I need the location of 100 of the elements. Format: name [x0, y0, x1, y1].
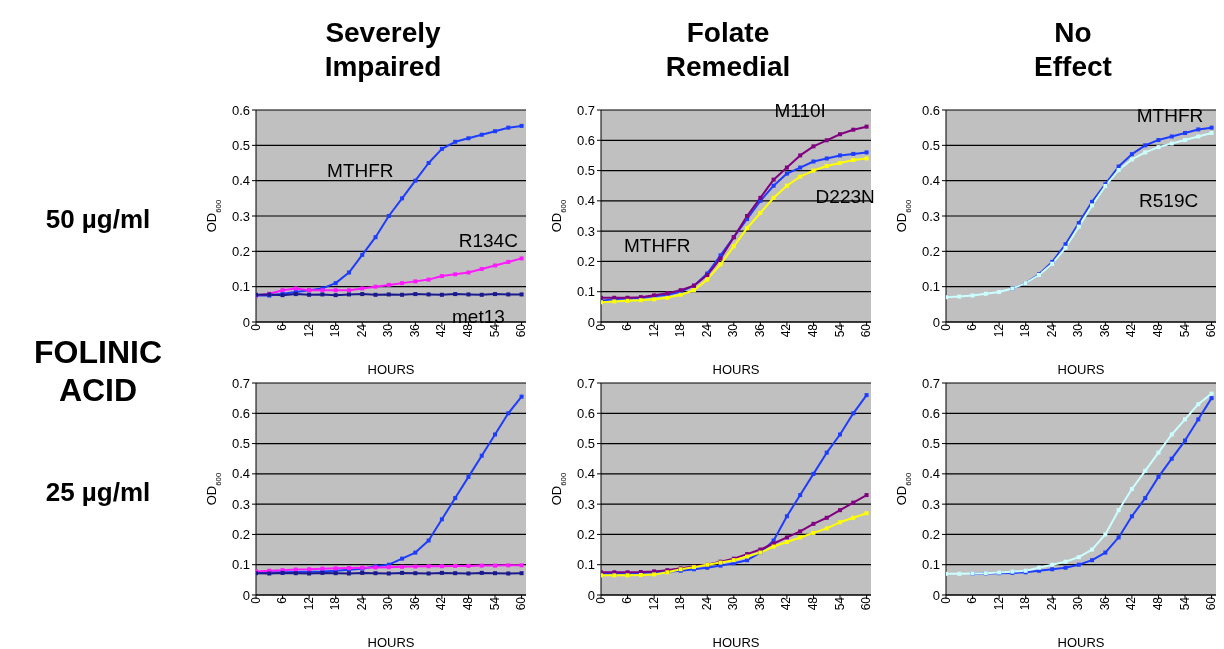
- x-tick-label: 12: [301, 596, 316, 611]
- x-tick-label: 48: [460, 323, 475, 338]
- x-tick-label: 36: [752, 596, 767, 611]
- x-tick-label: 54: [1177, 323, 1192, 338]
- x-tick-label: 24: [699, 323, 714, 338]
- x-tick-label: 36: [752, 323, 767, 338]
- x-tick-label: 54: [832, 323, 847, 338]
- x-tick-label: 42: [434, 596, 449, 611]
- y-tick-label: 0.7: [576, 375, 595, 391]
- y-tick-label: 0.1: [921, 279, 940, 295]
- x-axis-title: HOURS: [712, 635, 760, 649]
- x-tick-label: 30: [726, 596, 741, 611]
- x-tick-label: 60: [1204, 596, 1219, 611]
- y-tick-label: 0.1: [231, 557, 250, 573]
- y-tick-label: 0.7: [921, 375, 940, 391]
- x-tick-label: 42: [779, 596, 794, 611]
- series-label: R134C: [458, 229, 518, 251]
- series-label: MTHFR: [623, 235, 691, 257]
- y-tick-label: 0.3: [576, 223, 595, 239]
- x-tick-label: 6: [965, 596, 980, 604]
- y-tick-label: 0.4: [576, 193, 595, 209]
- x-tick-label: 18: [328, 323, 343, 338]
- x-tick-label: 48: [1150, 323, 1165, 338]
- text: FOLINIC ACID: [33, 333, 163, 409]
- x-tick-label: 42: [1124, 596, 1139, 611]
- y-tick-label: 0.2: [231, 527, 250, 543]
- x-tick-label: 42: [434, 323, 449, 338]
- x-tick-label: 36: [407, 323, 422, 338]
- x-tick-label: 12: [646, 596, 661, 611]
- x-tick-label: 48: [805, 323, 820, 338]
- y-tick-label: 0.5: [231, 436, 250, 452]
- y-tick-label: 0.4: [576, 466, 595, 482]
- y-tick-label: 0.6: [231, 102, 250, 118]
- x-tick-label: 36: [1097, 596, 1112, 611]
- x-tick-label: 12: [646, 323, 661, 338]
- x-tick-label: 42: [779, 323, 794, 338]
- x-tick-label: 30: [381, 323, 396, 338]
- text: 50 µg/ml: [44, 203, 152, 236]
- x-axis-title: HOURS: [1057, 635, 1105, 649]
- x-axis-title: HOURS: [367, 635, 415, 649]
- y-tick-label: 0.5: [576, 436, 595, 452]
- x-tick-label: 48: [1150, 596, 1165, 611]
- y-tick-label: 0.3: [231, 208, 250, 224]
- y-tick-label: 0.6: [576, 405, 595, 421]
- text: 25 µg/ml: [44, 476, 152, 509]
- y-tick-label: 0.5: [576, 163, 595, 179]
- x-tick-label: 6: [620, 596, 635, 604]
- y-tick-label: 0.3: [921, 208, 940, 224]
- x-tick-label: 18: [673, 323, 688, 338]
- x-tick-label: 30: [1071, 596, 1086, 611]
- x-axis-title: HOURS: [1057, 362, 1105, 377]
- series-label: R519C: [1139, 189, 1199, 211]
- x-tick-label: 36: [1097, 323, 1112, 338]
- x-tick-label: 54: [487, 323, 502, 338]
- y-tick-label: 0.1: [921, 557, 940, 573]
- x-tick-label: 24: [1044, 596, 1059, 611]
- y-tick-label: 0.1: [576, 284, 595, 300]
- x-tick-label: 24: [1044, 323, 1059, 338]
- x-tick-label: 48: [460, 596, 475, 611]
- x-tick-label: 12: [991, 323, 1006, 338]
- y-tick-label: 0.6: [231, 405, 250, 421]
- x-tick-label: 6: [275, 596, 290, 604]
- x-tick-label: 60: [859, 323, 874, 338]
- y-tick-label: 0.2: [576, 527, 595, 543]
- x-tick-label: 24: [354, 596, 369, 611]
- y-tick-label: 0.7: [231, 375, 250, 391]
- y-tick-label: 0.3: [576, 496, 595, 512]
- x-tick-label: 6: [620, 323, 635, 331]
- y-tick-label: 0.2: [921, 243, 940, 259]
- x-tick-label: 12: [991, 596, 1006, 611]
- y-tick-label: 0.5: [231, 137, 250, 153]
- y-tick-label: 0.4: [921, 173, 940, 189]
- y-tick-label: 0.1: [231, 279, 250, 295]
- x-tick-label: 30: [1071, 323, 1086, 338]
- x-axis-title: HOURS: [367, 362, 415, 377]
- y-tick-label: 0.3: [231, 496, 250, 512]
- x-tick-label: 60: [514, 596, 529, 611]
- y-tick-label: 0.5: [921, 436, 940, 452]
- x-tick-label: 12: [301, 323, 316, 338]
- y-tick-label: 0.6: [921, 405, 940, 421]
- x-tick-label: 18: [673, 596, 688, 611]
- series-label: M110I: [774, 100, 826, 122]
- chart-title: Severely Impaired: [324, 16, 442, 84]
- y-tick-label: 0.6: [576, 132, 595, 148]
- y-tick-label: 0.4: [231, 173, 250, 189]
- y-tick-label: 0.7: [576, 102, 595, 118]
- x-tick-label: 60: [514, 323, 529, 338]
- x-tick-label: 6: [275, 323, 290, 331]
- y-tick-label: 0.4: [921, 466, 940, 482]
- series-label: MTHFR: [1136, 104, 1204, 126]
- x-tick-label: 60: [859, 596, 874, 611]
- y-tick-label: 0.2: [921, 527, 940, 543]
- x-tick-label: 6: [965, 323, 980, 331]
- y-tick-label: 0.4: [231, 466, 250, 482]
- x-tick-label: 48: [805, 596, 820, 611]
- y-tick-label: 0.3: [921, 496, 940, 512]
- x-tick-label: 24: [699, 596, 714, 611]
- y-tick-label: 0.5: [921, 137, 940, 153]
- y-tick-label: 0.2: [576, 254, 595, 270]
- x-tick-label: 54: [1177, 596, 1192, 611]
